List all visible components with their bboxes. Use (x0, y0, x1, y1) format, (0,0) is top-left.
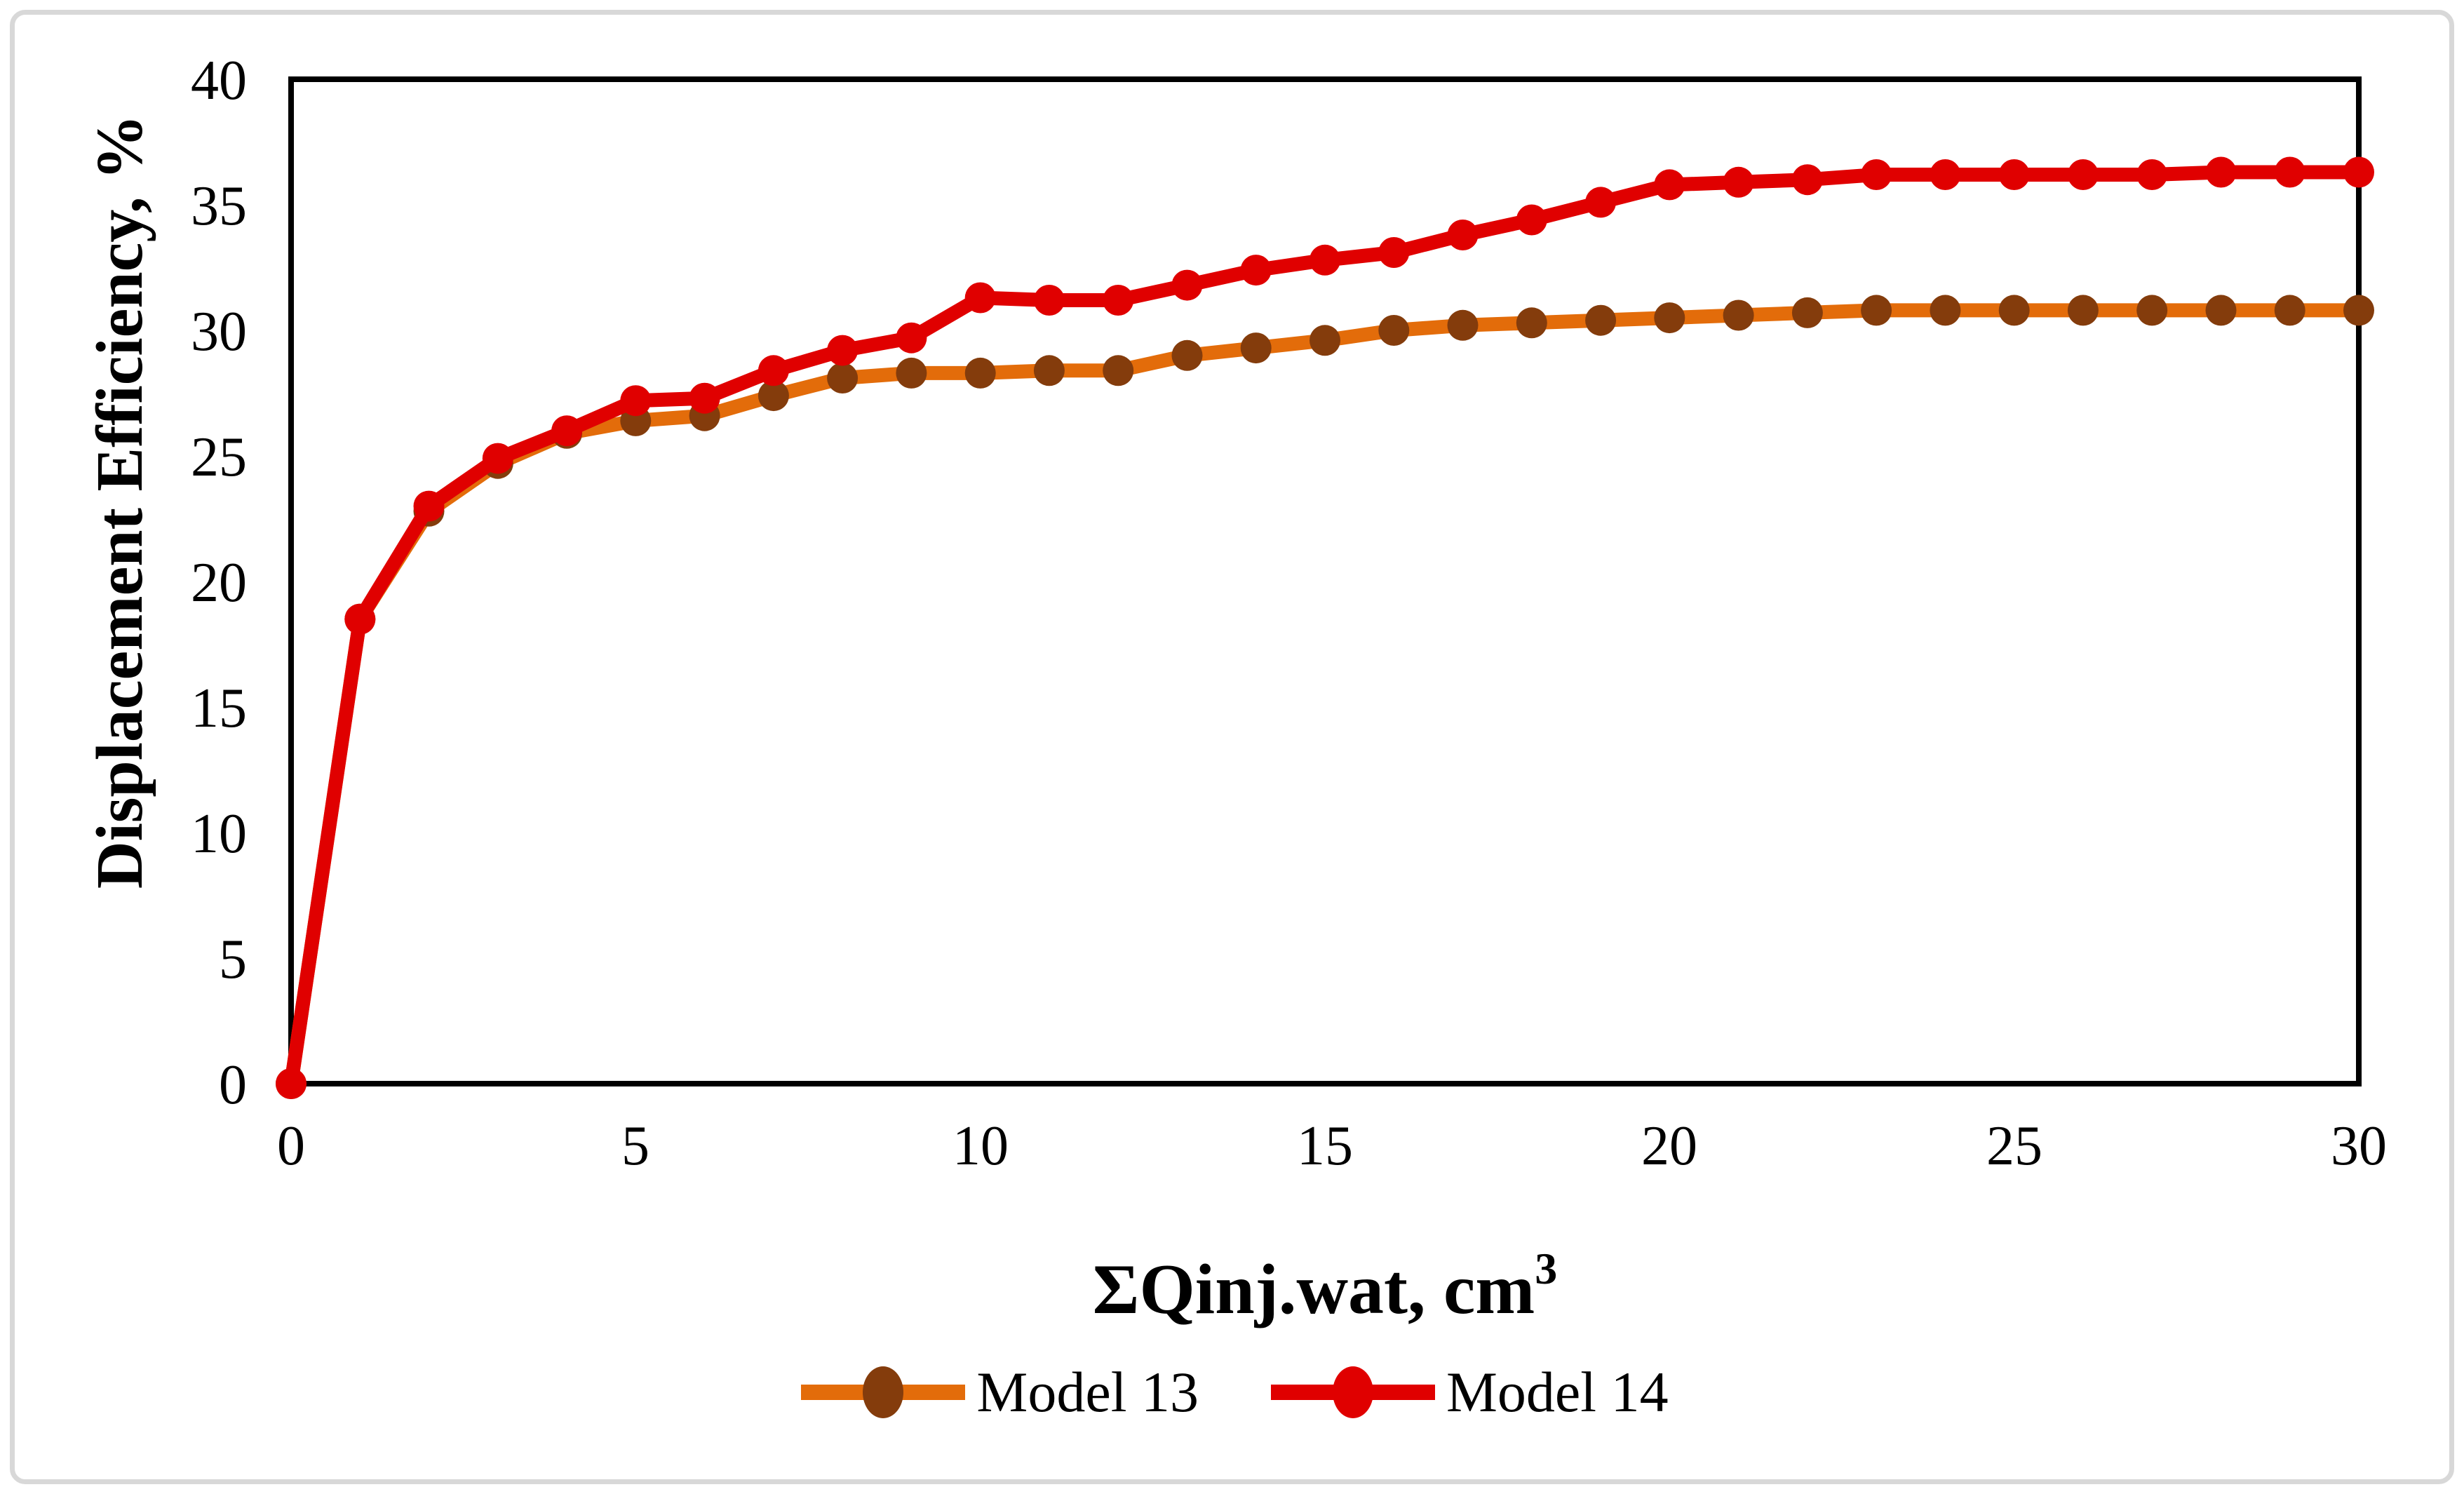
data-point-marker (1516, 307, 1547, 339)
data-point-marker (1791, 164, 1823, 196)
legend: Model 13 Model 14 (0, 1350, 2464, 1434)
data-point-marker (620, 385, 652, 417)
data-point-marker (964, 357, 996, 389)
data-point-marker (1861, 295, 1892, 326)
data-point-marker (827, 363, 859, 393)
series-plot (276, 156, 2374, 1099)
data-point-marker (2136, 159, 2168, 190)
x-axis-title-superscript: 3 (1535, 1244, 1557, 1293)
data-point-marker (1654, 302, 1685, 334)
legend-label-model-14: Model 14 (1446, 1360, 1669, 1424)
y-tick-label: 35 (191, 175, 247, 237)
data-point-marker (413, 490, 445, 522)
data-point-marker (1930, 295, 1961, 326)
data-point-marker (1654, 169, 1685, 201)
data-point-marker (1240, 332, 1272, 364)
y-tick-label: 0 (219, 1054, 247, 1116)
y-axis-tick-labels: 0 5 10 15 20 25 30 35 40 (191, 50, 247, 1116)
y-tick-label: 25 (191, 426, 247, 488)
data-point-marker (1103, 355, 1134, 386)
legend-label-model-13: Model 13 (976, 1360, 1199, 1424)
data-point-marker (689, 382, 720, 414)
x-tick-label: 20 (1641, 1115, 1697, 1177)
data-point-marker (1103, 285, 1134, 316)
data-point-marker (1171, 339, 1203, 371)
data-point-marker (1585, 187, 1617, 218)
data-point-marker (2343, 156, 2374, 188)
data-point-marker (1240, 255, 1272, 286)
y-tick-label: 10 (191, 803, 247, 865)
data-point-marker (827, 335, 859, 366)
y-tick-label: 5 (219, 929, 247, 990)
x-tick-label: 10 (952, 1115, 1009, 1177)
data-point-marker (1723, 166, 1754, 198)
data-point-marker (1723, 300, 1754, 331)
data-point-marker (2274, 295, 2305, 326)
data-point-marker (1033, 285, 1065, 316)
x-tick-label: 15 (1297, 1115, 1353, 1177)
x-tick-label: 30 (2331, 1115, 2387, 1177)
data-point-marker (1447, 220, 1479, 250)
data-point-marker (2067, 295, 2099, 326)
y-tick-label: 15 (191, 678, 247, 739)
data-point-marker (1033, 355, 1065, 386)
data-point-marker (896, 357, 927, 389)
data-point-marker (964, 282, 996, 314)
data-point-marker (758, 355, 789, 386)
series-line-model-13 (284, 303, 2366, 1091)
x-axis-title-base: ΣQinj.wat, cm (1093, 1250, 1535, 1329)
data-point-marker (344, 603, 376, 635)
legend-item-model-14: Model 14 (1265, 1354, 1669, 1431)
legend-swatch-model-13 (801, 1366, 966, 1418)
data-point-marker (2067, 159, 2099, 190)
data-point-marker (2274, 156, 2305, 188)
plot-area-border (288, 76, 2362, 1086)
data-point-marker (1930, 159, 1961, 190)
data-point-marker (2205, 156, 2237, 188)
data-point-marker (1310, 325, 1340, 356)
y-tick-label: 20 (191, 552, 247, 614)
data-point-marker (1585, 304, 1617, 336)
data-point-marker (551, 415, 583, 447)
legend-marker-sample (1333, 1366, 1373, 1418)
data-point-marker (1171, 269, 1203, 301)
y-tick-label: 40 (191, 50, 247, 112)
legend-swatch-model-14 (1271, 1366, 1435, 1418)
series-model-14 (276, 156, 2374, 1099)
data-point-marker (1998, 295, 2030, 326)
data-point-marker (1861, 159, 1892, 190)
data-point-marker (2136, 295, 2168, 326)
x-tick-label: 0 (277, 1115, 305, 1177)
legend-item-model-13: Model 13 (795, 1354, 1199, 1431)
data-point-marker (482, 443, 513, 474)
x-tick-label: 5 (621, 1115, 649, 1177)
data-point-marker (1378, 237, 1410, 268)
data-point-marker (1516, 204, 1547, 236)
y-axis-title: Displacement Efficiency, % (83, 114, 156, 889)
x-axis-title: ΣQinj.wat, cm3 (1093, 1244, 1557, 1329)
data-point-marker (1310, 244, 1340, 276)
y-tick-label: 30 (191, 301, 247, 363)
data-point-marker (276, 1068, 307, 1099)
data-point-marker (1998, 159, 2030, 190)
x-tick-label: 25 (1986, 1115, 2042, 1177)
legend-marker-sample (863, 1366, 904, 1418)
data-point-marker (896, 322, 927, 354)
x-axis-tick-labels: 0 5 10 15 20 25 30 (277, 1115, 2387, 1177)
data-point-marker (758, 380, 789, 412)
data-point-marker (1447, 309, 1479, 341)
data-point-marker (1791, 297, 1823, 328)
data-point-marker (1378, 315, 1410, 346)
data-point-marker (2205, 295, 2237, 326)
data-point-marker (2343, 295, 2374, 326)
